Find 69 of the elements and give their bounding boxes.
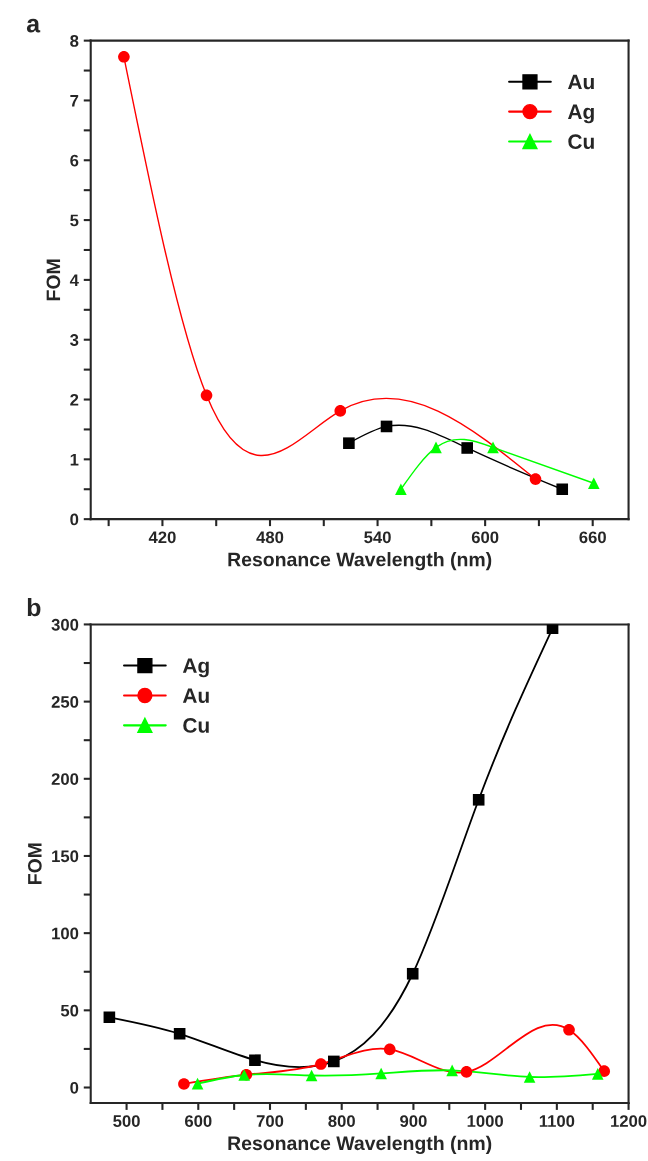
y-tick-label: 150	[52, 850, 79, 863]
point	[523, 1071, 536, 1083]
point	[343, 437, 355, 449]
point	[406, 967, 419, 980]
x-tick-label: 600	[185, 1115, 212, 1127]
point	[315, 1058, 327, 1070]
point	[178, 1078, 190, 1090]
point	[328, 1055, 340, 1068]
y-axis-title: FOM	[46, 259, 61, 301]
y-tick-label: 0	[70, 1081, 79, 1094]
point	[446, 1064, 458, 1077]
point	[587, 477, 600, 490]
point	[395, 483, 407, 496]
point	[461, 442, 474, 454]
x-axis-title: Resonance Wavelength (nm)	[228, 1135, 492, 1155]
point	[380, 420, 393, 433]
point	[249, 1054, 261, 1066]
x-tick-label: 540	[364, 531, 391, 544]
x-tick-label: 500	[113, 1115, 140, 1127]
y-tick-label: 2	[70, 393, 79, 406]
point	[460, 1066, 473, 1078]
y-tick-label: 50	[60, 1004, 79, 1017]
legend-label: Cu	[183, 718, 209, 733]
x-tick-label: 480	[256, 531, 284, 544]
y-tick-label: 7	[70, 95, 79, 107]
point	[118, 50, 130, 63]
point	[529, 473, 542, 485]
y-tick-label: 300	[51, 618, 79, 631]
point	[598, 1065, 610, 1077]
x-tick-label: 900	[400, 1115, 427, 1127]
chart-title: b	[27, 597, 41, 617]
x-tick-label: 700	[256, 1115, 284, 1127]
x-tick-label: 420	[148, 531, 176, 544]
legend-label: Au	[567, 74, 594, 90]
point	[563, 1023, 575, 1036]
y-tick-label: 4	[69, 274, 79, 286]
point	[472, 793, 485, 806]
x-tick-label: 1200	[611, 1115, 647, 1127]
point	[375, 1067, 387, 1080]
x-tick-label: 1100	[539, 1115, 575, 1127]
point	[191, 1077, 204, 1090]
point	[200, 389, 213, 402]
x-tick-label: 800	[328, 1115, 355, 1127]
point	[305, 1069, 318, 1082]
legend-label: Ag	[182, 658, 209, 678]
point	[173, 1027, 186, 1040]
y-tick-label: 8	[70, 35, 79, 47]
point	[383, 1043, 396, 1056]
y-tick-label: 0	[70, 513, 79, 526]
x-tick-label: 660	[579, 531, 606, 544]
y-tick-label: 6	[70, 154, 79, 167]
point	[556, 483, 569, 496]
chart-title: a	[26, 18, 41, 33]
y-tick-label: 200	[51, 773, 79, 785]
x-tick-label: 1000	[467, 1115, 503, 1127]
y-axis-title: FOM	[27, 843, 42, 884]
y-tick-label: 250	[51, 696, 79, 708]
y-tick-label: 1	[70, 453, 79, 466]
point	[103, 1011, 116, 1024]
x-axis-title: Resonance Wavelength (nm)	[228, 552, 492, 571]
point	[591, 1068, 604, 1080]
x-tick-label: 600	[471, 531, 499, 544]
y-tick-label: 3	[70, 334, 79, 346]
legend-label: Au	[182, 688, 209, 703]
y-tick-label: 100	[52, 927, 79, 940]
legend-label: Cu	[568, 134, 594, 150]
y-tick-label: 5	[70, 214, 79, 227]
point	[334, 405, 347, 417]
legend-label: Ag	[567, 104, 594, 124]
